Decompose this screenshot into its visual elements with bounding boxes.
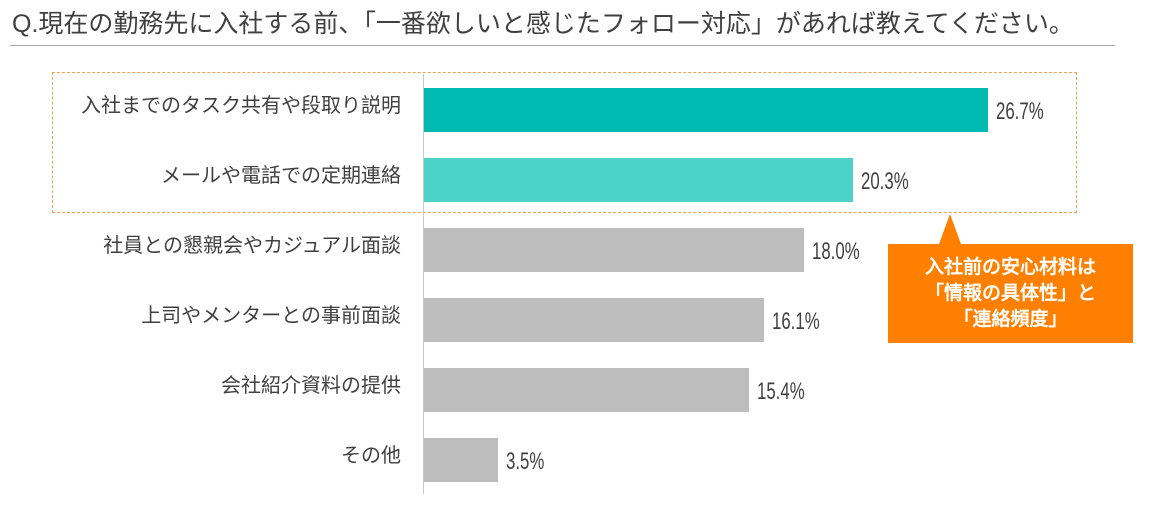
category-label: 上司やメンターとの事前面談 bbox=[141, 305, 401, 327]
value-label: 3.5% bbox=[505, 448, 545, 475]
callout-line: 入社前の安心材料は bbox=[924, 257, 1096, 278]
category-label: 入社までのタスク共有や段取り説明 bbox=[81, 95, 401, 117]
callout-line: 「情報の具体性」と bbox=[924, 283, 1096, 304]
category-axis-line bbox=[423, 74, 424, 494]
bar bbox=[424, 298, 765, 342]
category-label: その他 bbox=[341, 445, 401, 467]
callout-pointer bbox=[939, 214, 961, 244]
bar bbox=[424, 438, 498, 482]
category-label: メールや電話での定期連絡 bbox=[161, 165, 401, 187]
highlight-box bbox=[52, 72, 1077, 213]
value-label: 15.4% bbox=[757, 378, 805, 405]
bar bbox=[424, 88, 988, 132]
bar bbox=[424, 368, 750, 412]
category-label: 社員との懇親会やカジュアル面談 bbox=[103, 235, 401, 257]
value-label: 26.7% bbox=[995, 98, 1044, 125]
bar bbox=[424, 228, 805, 272]
title-divider bbox=[10, 45, 1115, 46]
callout-annotation: 入社前の安心材料は 「情報の具体性」と 「連絡頻度」 bbox=[888, 214, 1133, 343]
chart-title: Q.現在の勤務先に入社する前、「一番欲しいと感じたフォロー対応」があれば教えてく… bbox=[12, 10, 1074, 38]
callout-line: 「連絡頻度」 bbox=[953, 309, 1068, 330]
category-label: 会社紹介資料の提供 bbox=[221, 375, 401, 397]
value-label: 18.0% bbox=[812, 238, 860, 265]
bar bbox=[424, 158, 853, 202]
value-label: 20.3% bbox=[860, 168, 909, 195]
value-label: 16.1% bbox=[772, 308, 820, 335]
